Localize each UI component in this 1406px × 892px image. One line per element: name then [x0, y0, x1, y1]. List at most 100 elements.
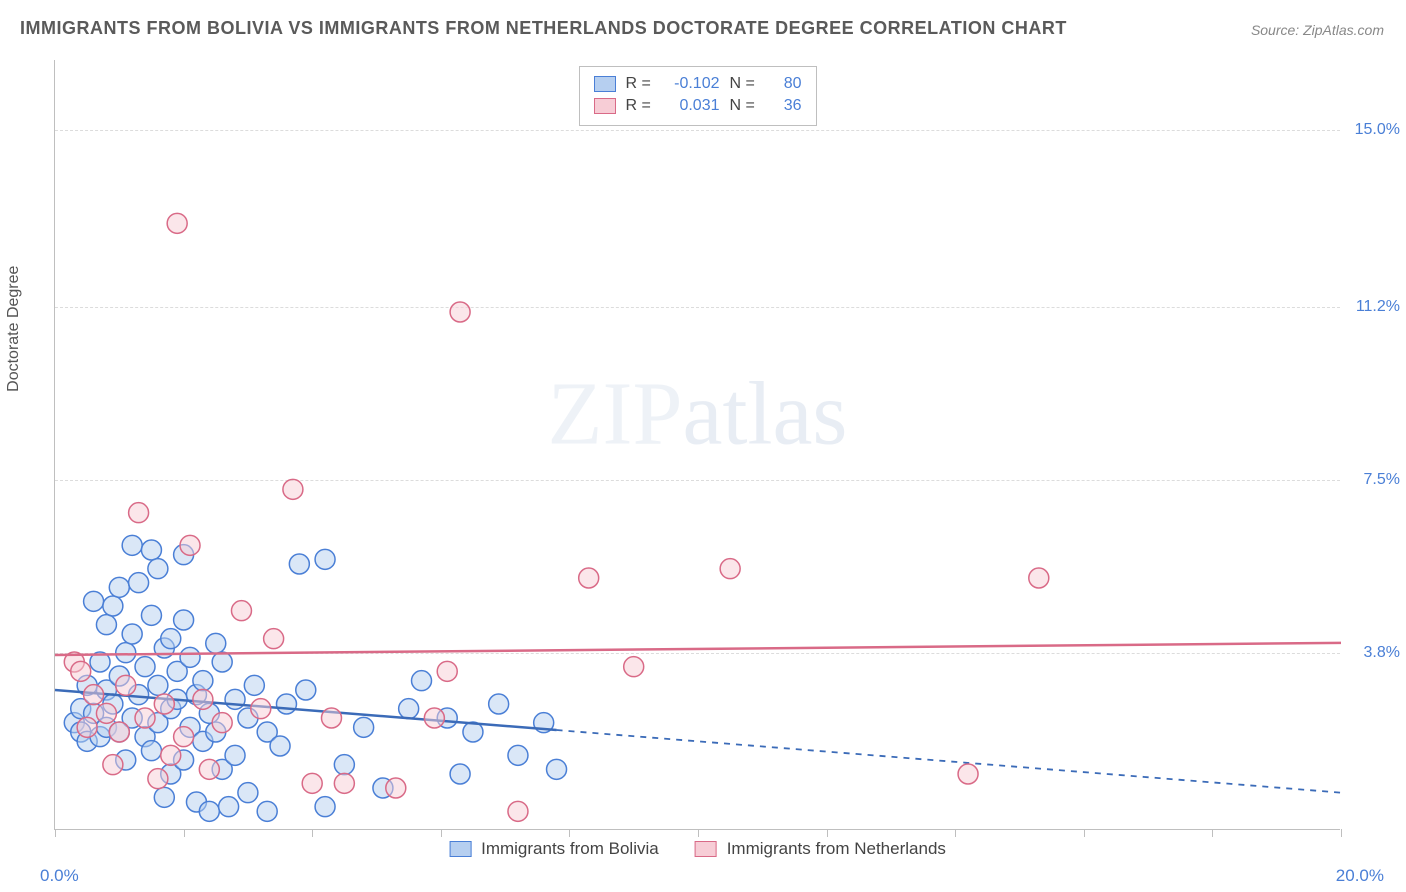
- x-tick: [441, 829, 442, 837]
- data-point: [720, 559, 740, 579]
- plot-area: ZIPatlas R = -0.102 N = 80 R = 0.031 N =…: [54, 60, 1340, 830]
- data-point: [296, 680, 316, 700]
- data-point: [109, 577, 129, 597]
- data-point: [264, 629, 284, 649]
- data-point: [315, 797, 335, 817]
- legend-item: Immigrants from Netherlands: [695, 839, 946, 859]
- data-point: [161, 745, 181, 765]
- data-point: [412, 671, 432, 691]
- data-point: [399, 699, 419, 719]
- data-point: [141, 540, 161, 560]
- y-tick-label: 3.8%: [1364, 644, 1400, 662]
- data-point: [135, 657, 155, 677]
- x-tick: [955, 829, 956, 837]
- y-tick-label: 11.2%: [1356, 298, 1400, 316]
- data-point: [141, 741, 161, 761]
- data-point: [508, 801, 528, 821]
- data-point: [148, 769, 168, 789]
- data-point: [193, 689, 213, 709]
- data-point: [958, 764, 978, 784]
- data-point: [437, 661, 457, 681]
- data-point: [334, 755, 354, 775]
- data-point: [424, 708, 444, 728]
- data-point: [71, 661, 91, 681]
- data-point: [135, 708, 155, 728]
- y-tick-label: 7.5%: [1364, 471, 1400, 489]
- x-axis-min-label: 0.0%: [40, 866, 79, 886]
- data-point: [174, 610, 194, 630]
- legend-label: Immigrants from Bolivia: [481, 839, 659, 859]
- data-point: [148, 675, 168, 695]
- data-point: [212, 713, 232, 733]
- data-point: [129, 573, 149, 593]
- data-point: [154, 694, 174, 714]
- data-point: [154, 787, 174, 807]
- data-point: [96, 615, 116, 635]
- data-point: [109, 722, 129, 742]
- data-point: [238, 783, 258, 803]
- data-point: [116, 643, 136, 663]
- data-point: [141, 605, 161, 625]
- data-point: [270, 736, 290, 756]
- data-point: [251, 699, 271, 719]
- source-attribution: Source: ZipAtlas.com: [1251, 22, 1384, 38]
- data-point: [199, 801, 219, 821]
- x-tick: [184, 829, 185, 837]
- trend-line-extrapolated: [557, 730, 1341, 793]
- data-point: [161, 629, 181, 649]
- data-point: [122, 535, 142, 555]
- data-point: [489, 694, 509, 714]
- data-point: [212, 652, 232, 672]
- data-point: [77, 717, 97, 737]
- data-point: [321, 708, 341, 728]
- data-point: [84, 685, 104, 705]
- data-point: [193, 671, 213, 691]
- data-point: [334, 773, 354, 793]
- y-tick-label: 15.0%: [1355, 121, 1400, 139]
- data-point: [96, 703, 116, 723]
- data-point: [103, 596, 123, 616]
- data-point: [315, 549, 335, 569]
- data-point: [508, 745, 528, 765]
- data-point: [122, 624, 142, 644]
- data-point: [180, 647, 200, 667]
- y-axis-title: Doctorate Degree: [5, 266, 23, 392]
- data-point: [180, 535, 200, 555]
- x-tick: [827, 829, 828, 837]
- swatch-pink-icon: [695, 841, 717, 857]
- x-tick: [698, 829, 699, 837]
- data-point: [257, 801, 277, 821]
- data-point: [579, 568, 599, 588]
- data-point: [244, 675, 264, 695]
- data-point: [1029, 568, 1049, 588]
- x-tick: [1084, 829, 1085, 837]
- x-tick: [569, 829, 570, 837]
- data-point: [148, 559, 168, 579]
- data-point: [302, 773, 322, 793]
- data-point: [129, 503, 149, 523]
- data-point: [167, 213, 187, 233]
- scatter-chart: [55, 60, 1340, 829]
- data-point: [84, 591, 104, 611]
- data-point: [199, 759, 219, 779]
- swatch-blue-icon: [449, 841, 471, 857]
- data-point: [354, 717, 374, 737]
- data-point: [450, 764, 470, 784]
- data-point: [547, 759, 567, 779]
- data-point: [386, 778, 406, 798]
- trend-line: [55, 643, 1341, 655]
- data-point: [624, 657, 644, 677]
- data-point: [276, 694, 296, 714]
- legend-label: Immigrants from Netherlands: [727, 839, 946, 859]
- x-tick: [1341, 829, 1342, 837]
- data-point: [206, 633, 226, 653]
- x-tick: [312, 829, 313, 837]
- series-legend: Immigrants from Bolivia Immigrants from …: [449, 839, 946, 859]
- data-point: [289, 554, 309, 574]
- x-tick: [55, 829, 56, 837]
- data-point: [283, 479, 303, 499]
- data-point: [219, 797, 239, 817]
- data-point: [225, 689, 245, 709]
- chart-title: IMMIGRANTS FROM BOLIVIA VS IMMIGRANTS FR…: [20, 18, 1067, 39]
- data-point: [450, 302, 470, 322]
